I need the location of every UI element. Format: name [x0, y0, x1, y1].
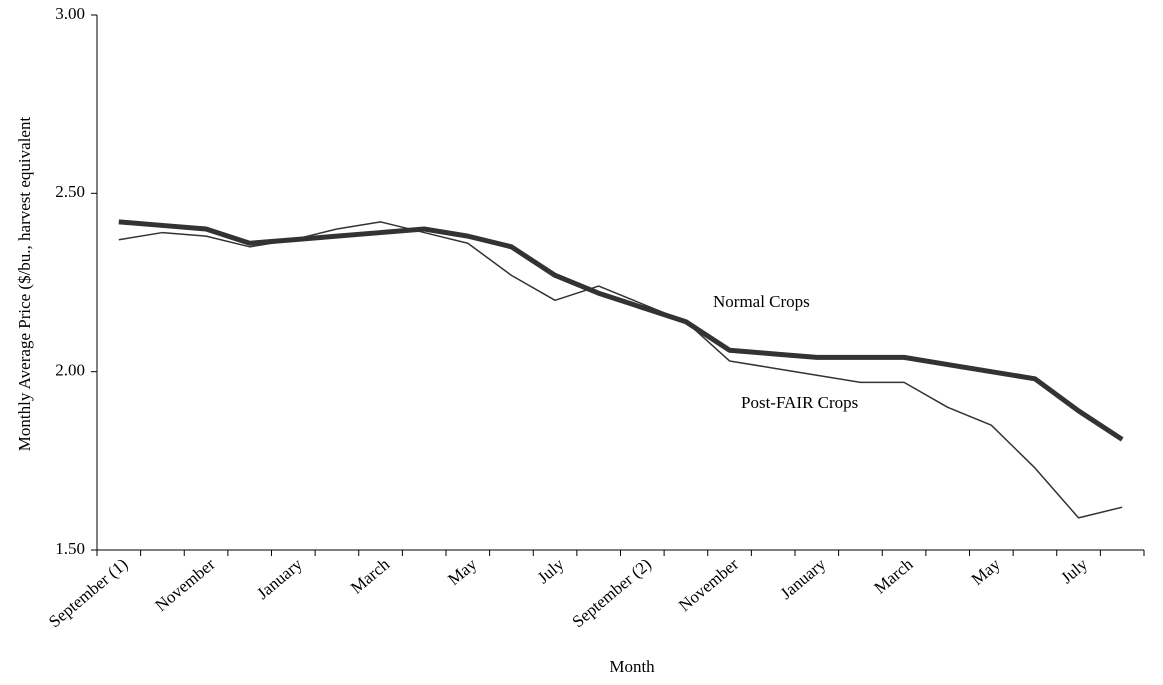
x-tick-label: January [777, 554, 830, 603]
y-tick-label: 1.50 [55, 539, 85, 558]
y-tick-label: 2.00 [55, 361, 85, 380]
x-tick-label: September (2) [569, 555, 655, 632]
x-tick-label: March [347, 554, 394, 597]
x-tick-label: September (1) [45, 555, 131, 632]
x-tick-label: July [1057, 554, 1091, 587]
x-tick-label: May [444, 554, 480, 589]
x-tick-label: March [870, 554, 917, 597]
x-tick-label: November [151, 554, 218, 615]
x-tick-label: January [253, 554, 306, 603]
series-label: Normal Crops [713, 292, 810, 311]
line-series [118, 219, 1124, 442]
x-tick-label: July [534, 554, 568, 587]
y-tick-label: 3.00 [55, 4, 85, 23]
x-tick-label: November [675, 554, 742, 615]
x-tick-label: May [968, 554, 1004, 589]
x-axis-title: Month [609, 657, 655, 676]
y-axis-title: Monthly Average Price ($/bu., harvest eq… [15, 117, 34, 452]
y-tick-label: 2.50 [55, 182, 85, 201]
series-label: Post-FAIR Crops [741, 393, 858, 412]
line-series [118, 221, 1123, 519]
